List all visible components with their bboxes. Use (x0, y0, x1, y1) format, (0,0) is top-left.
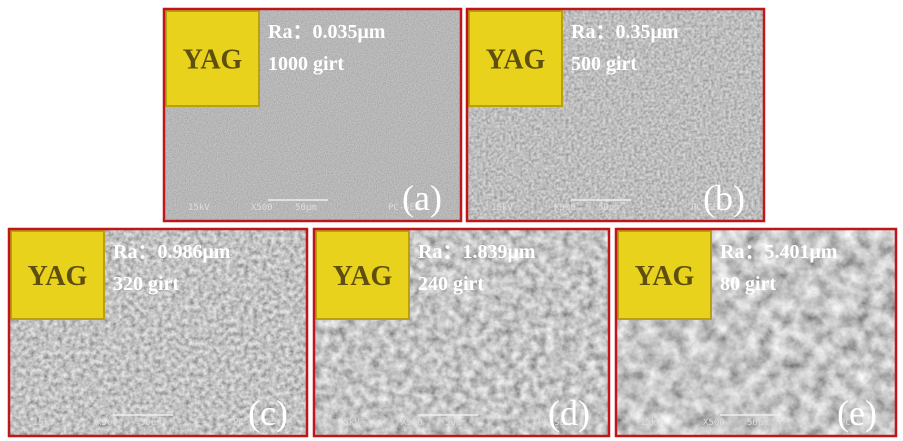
panel-border (162, 7, 463, 223)
panel-label: (b) (703, 178, 745, 218)
sample-label: YAG (333, 261, 393, 292)
sem-scale: 50μm (140, 418, 162, 428)
sem-panel: YAG Ra：1.839μm 240 girt 15kV X500 50μm PC-SEM(… (312, 227, 611, 438)
sem-instrument: PC-SEM (840, 418, 873, 428)
sem-voltage: 15kV (338, 418, 360, 428)
yag-sample (315, 230, 410, 320)
yag-sample (10, 230, 105, 320)
sem-magnification: X500 (96, 418, 118, 428)
sem-scale: 50μm (295, 203, 317, 213)
sem-panel: YAG Ra：0.35μm 500 girt 15kV X500 50μm PC-SEM(b… (465, 7, 766, 223)
sem-magnification: X500 (554, 203, 576, 213)
grit: 80 girt (720, 273, 776, 295)
sem-panel: YAG Ra：0.986μm 320 girt 15kV X500 50μm PC-SEM(… (7, 227, 309, 438)
sem-magnification: X500 (251, 203, 273, 213)
sem-instrument: PC-SEM (233, 418, 266, 428)
sample-label: YAG (183, 45, 243, 76)
sem-scale: 50μm (445, 418, 467, 428)
sem-voltage: 15kV (188, 203, 210, 213)
roughness: Ra：5.401μm (720, 241, 838, 263)
sem-voltage: 15kV (33, 418, 55, 428)
sem-scale: 50μm (747, 418, 769, 428)
roughness: Ra：0.035μm (268, 21, 386, 43)
sem-instrument: PC-SEM (691, 203, 724, 213)
sem-magnification: X500 (703, 418, 725, 428)
roughness: Ra：0.986μm (113, 241, 231, 263)
sem-voltage: 15kV (491, 203, 513, 213)
panel-border (312, 227, 611, 438)
grit: 500 girt (571, 53, 637, 75)
roughness: Ra：1.839μm (418, 241, 536, 263)
yag-sample (617, 230, 712, 320)
panel-label: (d) (548, 393, 590, 433)
panel-label: (e) (837, 393, 877, 433)
sample-label: YAG (635, 261, 695, 292)
panel-border (465, 7, 766, 223)
grit: 1000 girt (268, 53, 344, 75)
grit: 240 girt (418, 273, 484, 295)
sem-magnification: X500 (401, 418, 423, 428)
sample-label: YAG (28, 261, 88, 292)
roughness: Ra：0.35μm (571, 21, 679, 43)
grit: 320 girt (113, 273, 179, 295)
panel-label: (a) (402, 178, 442, 218)
sem-panel: YAG Ra：5.401μm 80 girt 15kV X500 50μm PC-SEM(e… (614, 227, 898, 438)
sem-instrument: PC-SEM (388, 203, 421, 213)
sem-voltage: 15kV (640, 418, 662, 428)
sem-instrument: PC-SEM (538, 418, 571, 428)
sem-panel: YAG Ra：0.035μm 1000 girt 15kV X500 50μm PC-SEM… (162, 7, 463, 223)
sem-scale: 50μm (598, 203, 620, 213)
panel-border (7, 227, 309, 438)
yag-sample (165, 10, 260, 107)
sample-label: YAG (486, 45, 546, 76)
panel-label: (c) (248, 393, 288, 433)
panel-border (614, 227, 898, 438)
yag-sample (468, 10, 563, 107)
